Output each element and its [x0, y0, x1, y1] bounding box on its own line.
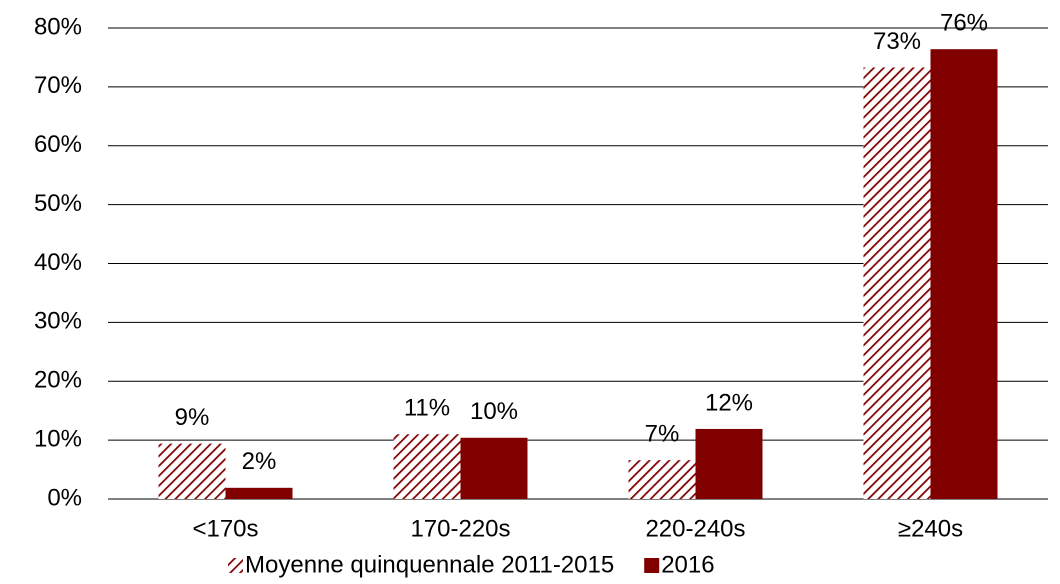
value-label: 11%: [404, 395, 450, 422]
bar: [695, 428, 763, 499]
legend-swatch: [228, 558, 243, 573]
x-tick-label: 170-220s: [410, 515, 510, 542]
y-tick-label: 40%: [34, 249, 82, 276]
bar: [460, 437, 528, 499]
value-label: 12%: [705, 389, 753, 416]
value-label: 10%: [470, 398, 518, 425]
value-label: 76%: [940, 10, 988, 37]
y-tick-label: 60%: [34, 131, 82, 158]
x-tick-label: <170s: [192, 515, 258, 542]
legend-swatch: [644, 558, 660, 573]
bar: [628, 460, 696, 499]
bar: [225, 487, 293, 499]
bar: [930, 49, 998, 499]
value-label: 73%: [873, 28, 921, 55]
y-tick-label: 0%: [47, 484, 82, 511]
legend-label: Moyenne quinquennale 2011-2015: [245, 551, 614, 578]
y-tick-label: 30%: [34, 308, 82, 335]
x-tick-label: 220-240s: [645, 515, 745, 542]
value-label: 2%: [242, 448, 277, 475]
bar: [393, 434, 461, 499]
value-label: 7%: [645, 420, 680, 447]
x-tick-label: ≥240s: [898, 515, 963, 542]
y-tick-label: 10%: [34, 425, 82, 452]
bar: [158, 443, 226, 499]
legend-label: 2016: [661, 551, 714, 578]
y-tick-label: 20%: [34, 367, 82, 394]
y-tick-label: 80%: [34, 13, 82, 40]
bar: [863, 67, 931, 499]
value-label: 9%: [175, 404, 210, 431]
y-tick-label: 70%: [34, 72, 82, 99]
y-tick-label: 50%: [34, 190, 82, 217]
